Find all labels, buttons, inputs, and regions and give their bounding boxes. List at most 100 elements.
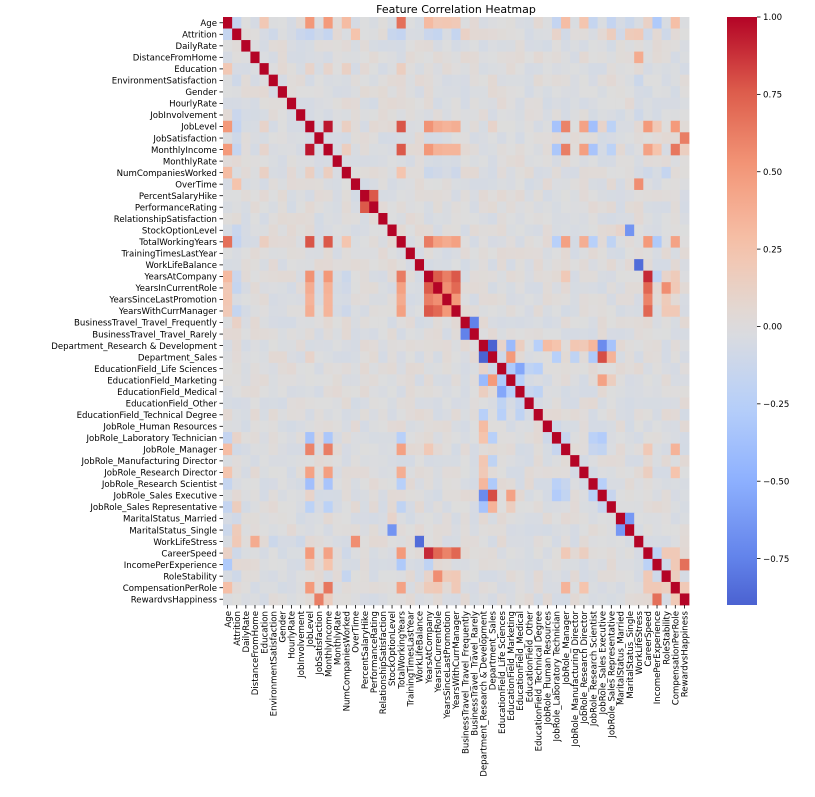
heatmap-cell [460, 305, 471, 318]
heatmap-cell [524, 109, 535, 122]
heatmap-cell [442, 166, 452, 179]
heatmap-cell [643, 443, 653, 456]
heatmap-cell [341, 581, 352, 594]
heatmap-cell [451, 270, 461, 283]
heatmap-cell [232, 28, 242, 41]
heatmap-cell [515, 40, 525, 52]
heatmap-cell [232, 524, 242, 537]
heatmap-cell [615, 512, 626, 525]
heatmap-cell [634, 351, 644, 364]
heatmap-cell [250, 213, 260, 225]
heatmap-cell [268, 155, 279, 168]
heatmap-cell [341, 351, 352, 364]
heatmap-cell [332, 455, 343, 468]
heatmap-cell [277, 501, 288, 514]
heatmap-cell [232, 293, 242, 306]
heatmap-cell [679, 385, 690, 398]
heatmap-cell [670, 247, 681, 260]
heatmap-cell [259, 120, 270, 133]
heatmap-cell [478, 512, 489, 525]
heatmap-cell [634, 409, 644, 421]
heatmap-cell [323, 259, 334, 272]
heatmap-cell [515, 236, 525, 248]
heatmap-cell [670, 109, 681, 122]
heatmap-cell [223, 86, 233, 99]
heatmap-cell [661, 478, 672, 491]
heatmap-cell [387, 535, 398, 548]
heatmap-cell [561, 466, 571, 479]
heatmap-cell [515, 109, 525, 122]
heatmap-cell [625, 166, 635, 179]
x-tick-label: StockOptionLevel [388, 611, 398, 686]
heatmap-cell [305, 581, 315, 594]
heatmap-cell [451, 305, 461, 318]
heatmap-cell [424, 270, 434, 283]
heatmap-cell [323, 293, 334, 306]
heatmap-cell [387, 581, 398, 594]
heatmap-cell [542, 63, 553, 76]
heatmap-cell [469, 385, 480, 398]
heatmap-cell [277, 40, 288, 52]
heatmap-cell [433, 478, 443, 491]
heatmap-cell [588, 120, 599, 133]
heatmap-cell [387, 443, 398, 456]
heatmap-cell [679, 132, 690, 145]
heatmap-cell [259, 178, 270, 191]
heatmap-cell [424, 455, 434, 468]
heatmap-cell [414, 397, 425, 410]
heatmap-cell [232, 224, 242, 237]
heatmap-cell [350, 535, 361, 548]
x-tick-label: BusinessTravel_Travel_Frequently [461, 611, 471, 754]
heatmap-cell [323, 409, 334, 421]
y-tick-label: EducationField_Life Sciences [94, 365, 217, 375]
heatmap-cell [277, 593, 288, 606]
heatmap-cell [350, 466, 361, 479]
heatmap-cell [405, 97, 416, 110]
heatmap-cell [396, 443, 407, 456]
heatmap-cell [332, 178, 343, 191]
heatmap-cell [241, 120, 251, 133]
heatmap-cell [296, 362, 306, 375]
heatmap-cell [332, 524, 343, 537]
heatmap-cell [286, 74, 297, 87]
heatmap-cell [286, 385, 297, 398]
heatmap-cell [323, 316, 334, 329]
heatmap-cell [296, 593, 306, 606]
heatmap-cell [661, 189, 672, 202]
heatmap-cell [652, 109, 662, 122]
heatmap-cell [588, 178, 599, 191]
heatmap-cell [451, 420, 461, 433]
heatmap-cell [305, 362, 315, 375]
heatmap-cell [414, 132, 425, 145]
heatmap-cell [606, 362, 617, 375]
y-tick-label: PerformanceRating [135, 203, 217, 213]
heatmap-cell [606, 478, 617, 491]
heatmap-cell [551, 270, 562, 283]
heatmap-cell [615, 524, 626, 537]
heatmap-cell [497, 282, 507, 295]
heatmap-cell [314, 409, 324, 421]
heatmap-cell [634, 535, 644, 548]
heatmap-cell [223, 236, 233, 248]
heatmap-cell [396, 501, 407, 514]
heatmap-cell [652, 282, 662, 295]
heatmap-cell [387, 455, 398, 468]
heatmap-cell [341, 213, 352, 225]
heatmap-cell [679, 86, 690, 99]
heatmap-cell [460, 259, 471, 272]
heatmap-cell [634, 109, 644, 122]
heatmap-cell [369, 155, 379, 168]
heatmap-cell [478, 270, 489, 283]
heatmap-cell [223, 63, 233, 76]
heatmap-cell [396, 270, 407, 283]
heatmap-cell [625, 247, 635, 260]
heatmap-cell [506, 201, 516, 214]
heatmap-cell [232, 351, 242, 364]
heatmap-cell [634, 374, 644, 387]
heatmap-cell [497, 512, 507, 525]
heatmap-cell [634, 581, 644, 594]
heatmap-cell [250, 201, 260, 214]
heatmap-cell [350, 201, 361, 214]
heatmap-cell [387, 224, 398, 237]
heatmap-cell [679, 558, 690, 571]
